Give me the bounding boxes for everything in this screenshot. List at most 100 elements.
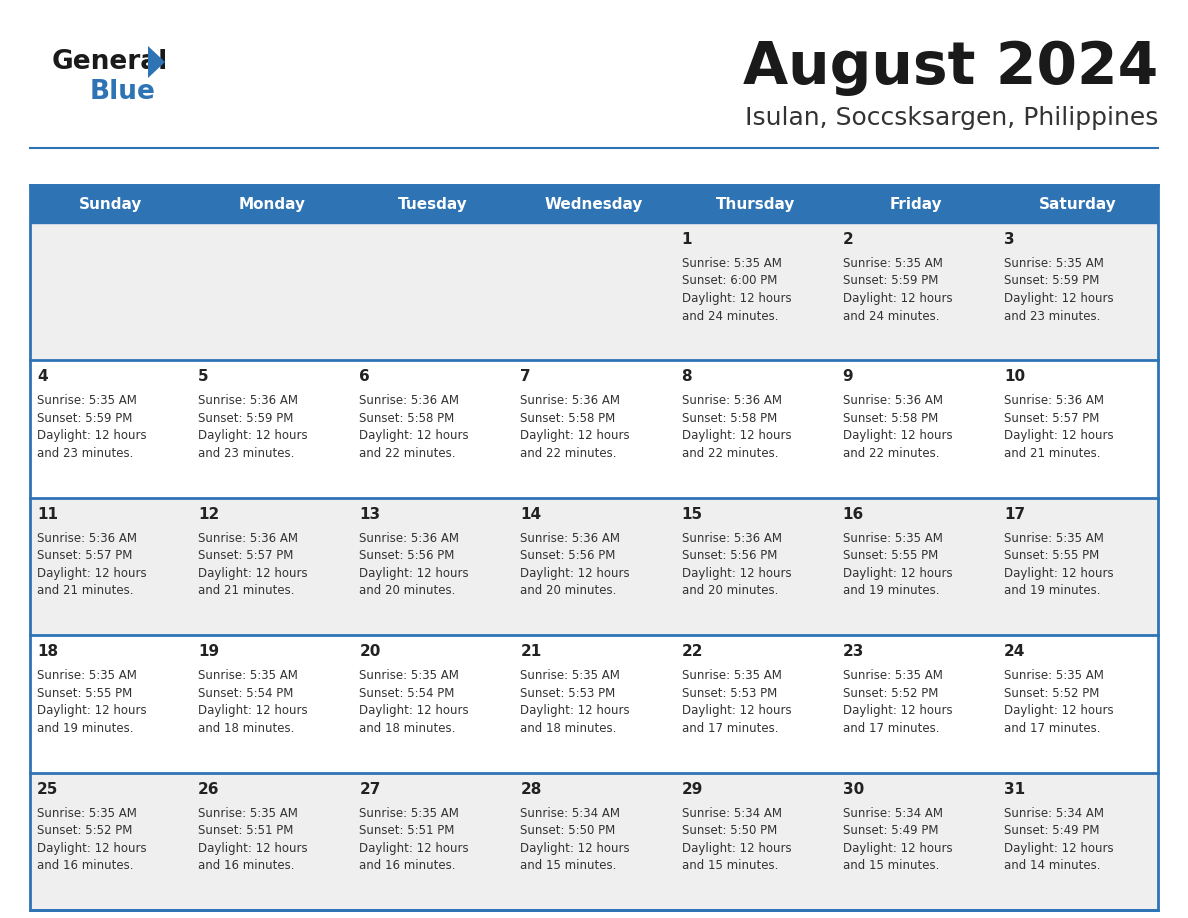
Text: Sunrise: 5:35 AM: Sunrise: 5:35 AM <box>520 669 620 682</box>
Text: 28: 28 <box>520 781 542 797</box>
Bar <box>675 498 835 635</box>
Text: Daylight: 12 hours: Daylight: 12 hours <box>37 842 146 855</box>
Bar <box>675 185 835 223</box>
Text: Blue: Blue <box>90 79 156 105</box>
Text: 29: 29 <box>682 781 703 797</box>
Text: Sunrise: 5:36 AM: Sunrise: 5:36 AM <box>682 532 782 544</box>
Bar <box>30 773 191 910</box>
Text: 14: 14 <box>520 507 542 521</box>
Text: Daylight: 12 hours: Daylight: 12 hours <box>842 292 953 305</box>
Text: Isulan, Soccsksargen, Philippines: Isulan, Soccsksargen, Philippines <box>745 106 1158 130</box>
Text: Daylight: 12 hours: Daylight: 12 hours <box>198 430 308 442</box>
Text: Daylight: 12 hours: Daylight: 12 hours <box>682 842 791 855</box>
Text: Daylight: 12 hours: Daylight: 12 hours <box>198 704 308 717</box>
Text: Friday: Friday <box>890 196 942 211</box>
Text: and 14 minutes.: and 14 minutes. <box>1004 859 1100 872</box>
Bar <box>191 498 353 635</box>
Bar <box>997 635 1158 773</box>
Text: Daylight: 12 hours: Daylight: 12 hours <box>198 566 308 580</box>
Text: and 17 minutes.: and 17 minutes. <box>682 722 778 734</box>
Text: Daylight: 12 hours: Daylight: 12 hours <box>198 842 308 855</box>
Text: August 2024: August 2024 <box>742 39 1158 96</box>
Text: Sunrise: 5:35 AM: Sunrise: 5:35 AM <box>1004 532 1104 544</box>
Text: Daylight: 12 hours: Daylight: 12 hours <box>359 704 469 717</box>
Text: Sunset: 5:52 PM: Sunset: 5:52 PM <box>1004 687 1099 700</box>
Text: Sunset: 5:59 PM: Sunset: 5:59 PM <box>842 274 939 287</box>
Text: Daylight: 12 hours: Daylight: 12 hours <box>1004 566 1113 580</box>
Text: Sunrise: 5:34 AM: Sunrise: 5:34 AM <box>1004 807 1104 820</box>
Text: Sunrise: 5:36 AM: Sunrise: 5:36 AM <box>842 395 943 408</box>
Bar <box>675 223 835 361</box>
Text: and 19 minutes.: and 19 minutes. <box>37 722 133 734</box>
Bar <box>353 498 513 635</box>
Text: Sunset: 5:50 PM: Sunset: 5:50 PM <box>520 824 615 837</box>
Bar <box>835 498 997 635</box>
Bar <box>353 773 513 910</box>
Text: 8: 8 <box>682 369 693 385</box>
Text: 27: 27 <box>359 781 380 797</box>
Bar <box>30 498 191 635</box>
Text: Sunrise: 5:35 AM: Sunrise: 5:35 AM <box>842 532 942 544</box>
Text: Daylight: 12 hours: Daylight: 12 hours <box>520 704 630 717</box>
Text: Sunset: 5:58 PM: Sunset: 5:58 PM <box>682 412 777 425</box>
Text: Sunrise: 5:35 AM: Sunrise: 5:35 AM <box>359 807 459 820</box>
Text: 22: 22 <box>682 644 703 659</box>
Text: and 22 minutes.: and 22 minutes. <box>520 447 617 460</box>
Text: Sunset: 5:53 PM: Sunset: 5:53 PM <box>520 687 615 700</box>
Bar <box>30 361 191 498</box>
Text: Daylight: 12 hours: Daylight: 12 hours <box>359 430 469 442</box>
Text: 30: 30 <box>842 781 864 797</box>
Bar <box>30 185 1158 910</box>
Text: and 16 minutes.: and 16 minutes. <box>198 859 295 872</box>
Bar <box>513 361 675 498</box>
Text: Sunrise: 5:35 AM: Sunrise: 5:35 AM <box>359 669 459 682</box>
Text: Sunrise: 5:35 AM: Sunrise: 5:35 AM <box>198 669 298 682</box>
Text: Sunrise: 5:35 AM: Sunrise: 5:35 AM <box>1004 257 1104 270</box>
Bar <box>675 635 835 773</box>
Text: Sunrise: 5:35 AM: Sunrise: 5:35 AM <box>37 395 137 408</box>
Text: Sunrise: 5:35 AM: Sunrise: 5:35 AM <box>37 807 137 820</box>
Bar <box>191 773 353 910</box>
Text: 23: 23 <box>842 644 864 659</box>
Text: and 22 minutes.: and 22 minutes. <box>842 447 940 460</box>
Text: and 24 minutes.: and 24 minutes. <box>682 309 778 322</box>
Bar <box>191 635 353 773</box>
Bar <box>675 773 835 910</box>
Text: Sunday: Sunday <box>78 196 143 211</box>
Text: Sunset: 5:57 PM: Sunset: 5:57 PM <box>1004 412 1099 425</box>
Text: Daylight: 12 hours: Daylight: 12 hours <box>37 566 146 580</box>
Bar <box>997 498 1158 635</box>
Text: Sunset: 5:50 PM: Sunset: 5:50 PM <box>682 824 777 837</box>
Text: Sunrise: 5:36 AM: Sunrise: 5:36 AM <box>1004 395 1104 408</box>
Text: 19: 19 <box>198 644 220 659</box>
Text: and 23 minutes.: and 23 minutes. <box>1004 309 1100 322</box>
Text: Daylight: 12 hours: Daylight: 12 hours <box>520 566 630 580</box>
Text: Sunset: 5:49 PM: Sunset: 5:49 PM <box>1004 824 1099 837</box>
Text: Sunset: 5:51 PM: Sunset: 5:51 PM <box>359 824 455 837</box>
Text: Daylight: 12 hours: Daylight: 12 hours <box>520 430 630 442</box>
Bar <box>997 185 1158 223</box>
Text: Daylight: 12 hours: Daylight: 12 hours <box>682 430 791 442</box>
Text: Sunrise: 5:35 AM: Sunrise: 5:35 AM <box>682 669 782 682</box>
Text: 18: 18 <box>37 644 58 659</box>
Text: Daylight: 12 hours: Daylight: 12 hours <box>842 842 953 855</box>
Text: Saturday: Saturday <box>1038 196 1117 211</box>
Polygon shape <box>148 46 165 78</box>
Text: Sunset: 6:00 PM: Sunset: 6:00 PM <box>682 274 777 287</box>
Text: Sunrise: 5:35 AM: Sunrise: 5:35 AM <box>37 669 137 682</box>
Bar <box>353 635 513 773</box>
Text: Sunrise: 5:36 AM: Sunrise: 5:36 AM <box>520 532 620 544</box>
Text: and 17 minutes.: and 17 minutes. <box>1004 722 1100 734</box>
Bar <box>675 361 835 498</box>
Text: 6: 6 <box>359 369 369 385</box>
Text: Sunrise: 5:36 AM: Sunrise: 5:36 AM <box>359 395 460 408</box>
Text: Daylight: 12 hours: Daylight: 12 hours <box>1004 430 1113 442</box>
Text: and 21 minutes.: and 21 minutes. <box>198 584 295 598</box>
Bar <box>835 223 997 361</box>
Text: Sunset: 5:51 PM: Sunset: 5:51 PM <box>198 824 293 837</box>
Text: and 18 minutes.: and 18 minutes. <box>520 722 617 734</box>
Text: Sunrise: 5:36 AM: Sunrise: 5:36 AM <box>198 395 298 408</box>
Text: Sunrise: 5:36 AM: Sunrise: 5:36 AM <box>520 395 620 408</box>
Text: Thursday: Thursday <box>715 196 795 211</box>
Text: 31: 31 <box>1004 781 1025 797</box>
